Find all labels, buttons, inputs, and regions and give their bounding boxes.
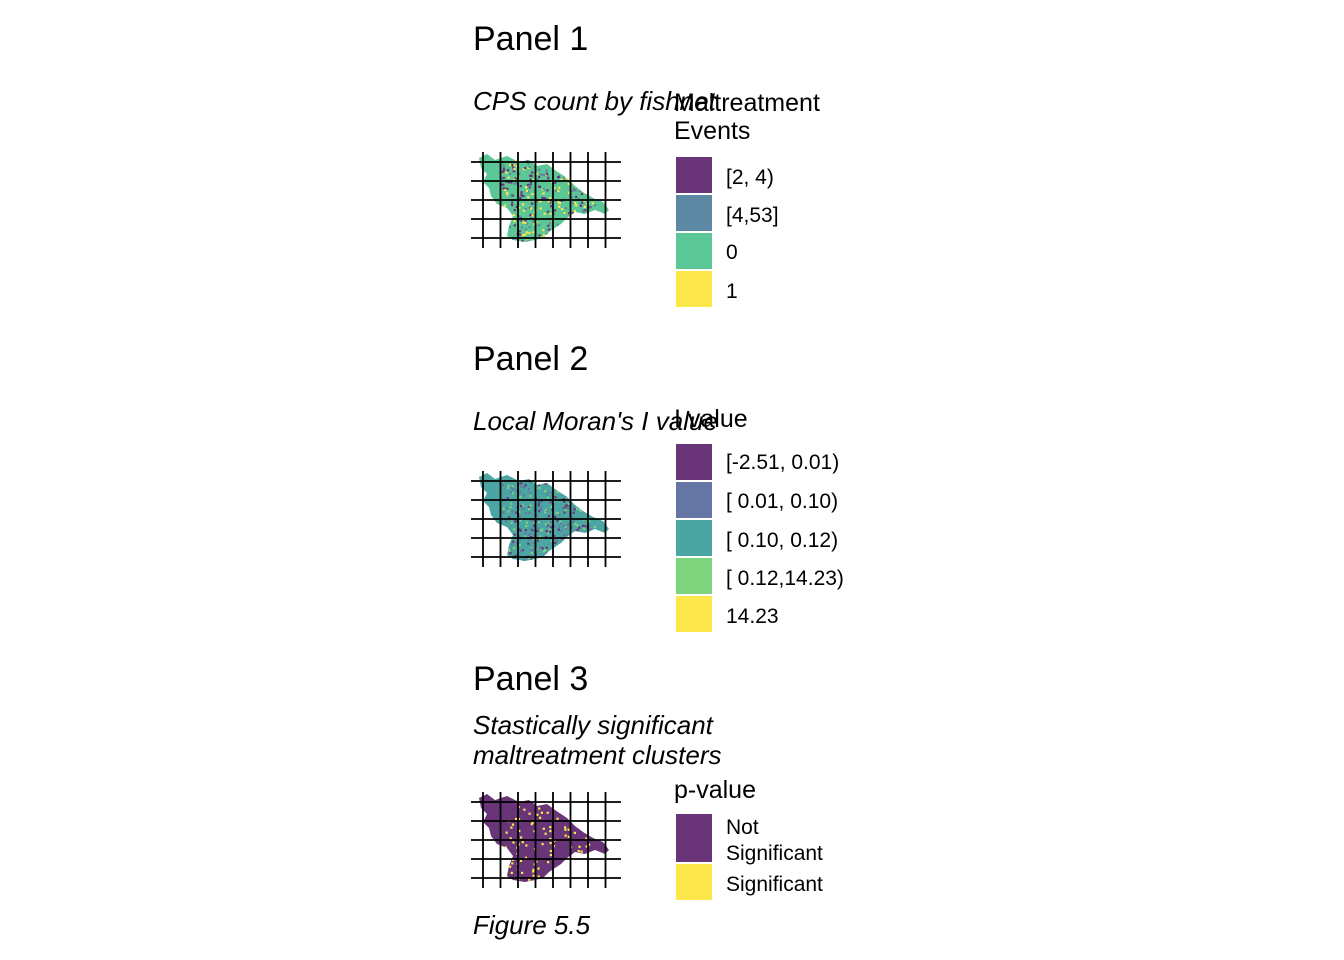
map-graticule (471, 152, 621, 248)
panel-1-legend: [2, 4) [4,53] 0 1 (675, 157, 935, 317)
legend-swatch (676, 233, 712, 269)
legend-swatch (676, 195, 712, 231)
map-graticule (471, 792, 621, 888)
legend-swatch (676, 482, 712, 518)
panel-2-fishnet-map (471, 471, 621, 567)
legend-swatch (676, 558, 712, 594)
legend-label: [ 0.12,14.23) (726, 567, 844, 590)
panel-1-subtitle: CPS count by fishnet (473, 86, 716, 116)
panel-1-fishnet-map (471, 152, 621, 248)
figure-caption: Figure 5.5 (473, 910, 591, 940)
legend-label: [2, 4) (726, 166, 774, 189)
legend-label: 1 (726, 280, 738, 303)
legend-label: Significant (726, 873, 823, 896)
panel-3-fishnet-map (471, 792, 621, 888)
legend-swatch (676, 157, 712, 193)
legend-label: Not Significant (726, 816, 823, 865)
panel-3-title: Panel 3 (473, 660, 589, 698)
legend-swatch (676, 596, 712, 632)
panel-3-legend: Not Significant Significant (675, 814, 935, 904)
legend-label: 0 (726, 241, 738, 264)
panel-1-legend-title: Maltreatment Events (674, 89, 820, 145)
legend-swatch (676, 864, 712, 900)
panel-3-subtitle: Stastically significant maltreatment clu… (473, 710, 722, 770)
legend-swatch (676, 444, 712, 480)
legend-swatch (676, 814, 712, 862)
panel-2-legend-title: I value (674, 405, 748, 433)
legend-label: 14.23 (726, 605, 779, 628)
legend-label: [-2.51, 0.01) (726, 451, 840, 474)
panel-3-legend-title: p-value (674, 776, 756, 804)
legend-swatch (676, 271, 712, 307)
legend-label: [4,53] (726, 204, 779, 227)
panel-2-legend: [-2.51, 0.01) [ 0.01, 0.10) [ 0.10, 0.12… (675, 444, 935, 634)
map-region (479, 473, 609, 561)
map-region (479, 794, 609, 882)
legend-label: [ 0.01, 0.10) (726, 490, 839, 513)
map-graticule (471, 471, 621, 567)
panel-1-title: Panel 1 (473, 20, 589, 58)
legend-label: [ 0.10, 0.12) (726, 529, 839, 552)
panel-2-subtitle: Local Moran's I value (473, 406, 718, 436)
legend-swatch (676, 520, 712, 556)
panel-2-title: Panel 2 (473, 340, 589, 378)
